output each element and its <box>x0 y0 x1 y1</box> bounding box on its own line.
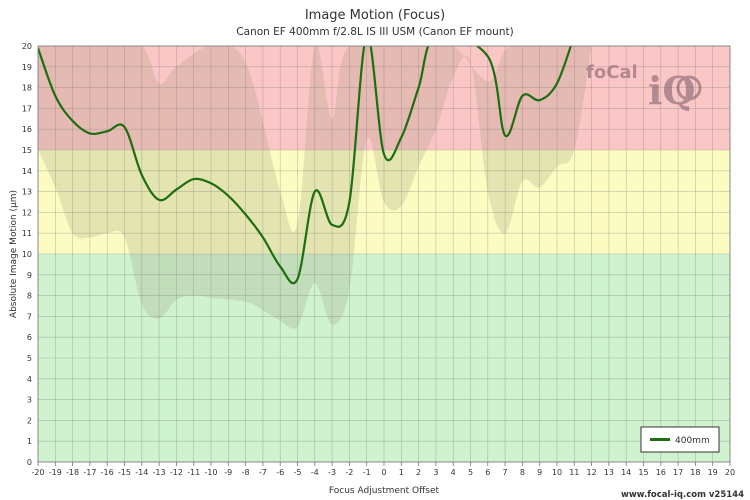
y-tick-label: 11 <box>22 229 32 238</box>
focal-iq-logo: foCal iQ <box>586 62 702 113</box>
grid-lines <box>37 45 731 463</box>
x-tick-label: -2 <box>345 468 353 477</box>
y-tick-label: 6 <box>27 333 32 342</box>
y-tick-label: 0 <box>27 458 32 467</box>
legend: 400mm <box>640 426 720 453</box>
x-tick-label: 9 <box>537 468 542 477</box>
y-tick-label: 10 <box>22 250 32 259</box>
x-tick-label: 7 <box>503 468 508 477</box>
magnifier-icon <box>676 75 702 101</box>
x-tick-label: 4 <box>451 468 456 477</box>
legend-label: 400mm <box>675 436 710 446</box>
y-tick-label: 9 <box>27 271 32 280</box>
x-tick-label: -4 <box>311 468 319 477</box>
x-tick-label: 20 <box>725 468 735 477</box>
x-tick-label: -14 <box>135 468 148 477</box>
x-tick-label: -15 <box>118 468 131 477</box>
y-tick-label: 13 <box>22 188 32 197</box>
x-axis-ticks: -20 -19 -18 -17 -16 -15 -14 -13 -12 -11 -10 -9 -8 -7-… <box>31 462 735 477</box>
x-tick-label: -1 <box>363 468 371 477</box>
x-tick-label: 16 <box>656 468 666 477</box>
x-tick-label: -8 <box>242 468 250 477</box>
chart-title: Image Motion (Focus) <box>305 8 445 23</box>
y-tick-label: 16 <box>22 125 32 134</box>
x-tick-label: 17 <box>673 468 683 477</box>
x-tick-label: 1 <box>399 468 404 477</box>
x-tick-label: -12 <box>170 468 183 477</box>
zone-0 <box>38 254 730 462</box>
y-tick-label: 18 <box>22 84 32 93</box>
x-tick-label: 19 <box>708 468 718 477</box>
y-tick-label: 19 <box>22 63 32 72</box>
x-tick-label: -10 <box>204 468 217 477</box>
x-tick-label: 14 <box>621 468 631 477</box>
x-tick-label: 5 <box>468 468 473 477</box>
y-tick-label: 14 <box>22 167 32 176</box>
x-tick-label: -20 <box>31 468 44 477</box>
x-tick-label: 13 <box>604 468 614 477</box>
zone-1 <box>38 150 730 254</box>
quality-zones <box>38 46 730 462</box>
logo-text-focal: foCal <box>586 62 638 83</box>
x-tick-label: -17 <box>83 468 96 477</box>
x-axis-label: Focus Adjustment Offset <box>329 486 440 496</box>
y-tick-label: 12 <box>22 208 32 217</box>
x-tick-label: 12 <box>587 468 597 477</box>
footer-text: www.focal-iq.com v25144 <box>621 490 744 500</box>
x-tick-label: 6 <box>485 468 490 477</box>
y-tick-label: 15 <box>22 146 32 155</box>
x-tick-label: -19 <box>49 468 62 477</box>
y-tick-label: 3 <box>27 396 32 405</box>
y-tick-label: 5 <box>27 354 32 363</box>
x-tick-label: 2 <box>416 468 421 477</box>
series-line-0 <box>38 46 573 285</box>
x-tick-label: -5 <box>294 468 302 477</box>
x-tick-label: -3 <box>328 468 336 477</box>
x-tick-label: 10 <box>552 468 562 477</box>
confidence-band <box>38 46 592 329</box>
series-lines <box>38 46 573 285</box>
y-tick-label: 17 <box>22 104 32 113</box>
logo-text-iq: iQ <box>648 68 696 113</box>
y-tick-label: 2 <box>27 416 32 425</box>
y-tick-label: 1 <box>27 437 32 446</box>
y-axis-label: Absolute Image Motion (µm) <box>9 190 19 318</box>
x-tick-label: -11 <box>187 468 200 477</box>
y-tick-label: 4 <box>27 375 32 384</box>
chart-subtitle: Canon EF 400mm f/2.8L IS III USM (Canon … <box>236 26 513 38</box>
x-tick-label: -6 <box>276 468 284 477</box>
x-tick-label: 3 <box>433 468 438 477</box>
x-tick-label: -18 <box>66 468 79 477</box>
x-tick-label: 15 <box>638 468 648 477</box>
y-tick-label: 7 <box>27 312 32 321</box>
zone-2 <box>38 46 730 150</box>
y-tick-label: 20 <box>22 42 32 51</box>
y-tick-label: 8 <box>27 292 32 301</box>
x-tick-label: -7 <box>259 468 267 477</box>
x-tick-label: 0 <box>381 468 386 477</box>
x-tick-label: 11 <box>569 468 579 477</box>
x-tick-label: 8 <box>520 468 525 477</box>
confidence-band-area <box>38 46 592 329</box>
x-tick-label: -16 <box>101 468 114 477</box>
x-tick-label: -9 <box>224 468 232 477</box>
x-tick-label: -13 <box>153 468 166 477</box>
x-tick-label: 18 <box>690 468 700 477</box>
